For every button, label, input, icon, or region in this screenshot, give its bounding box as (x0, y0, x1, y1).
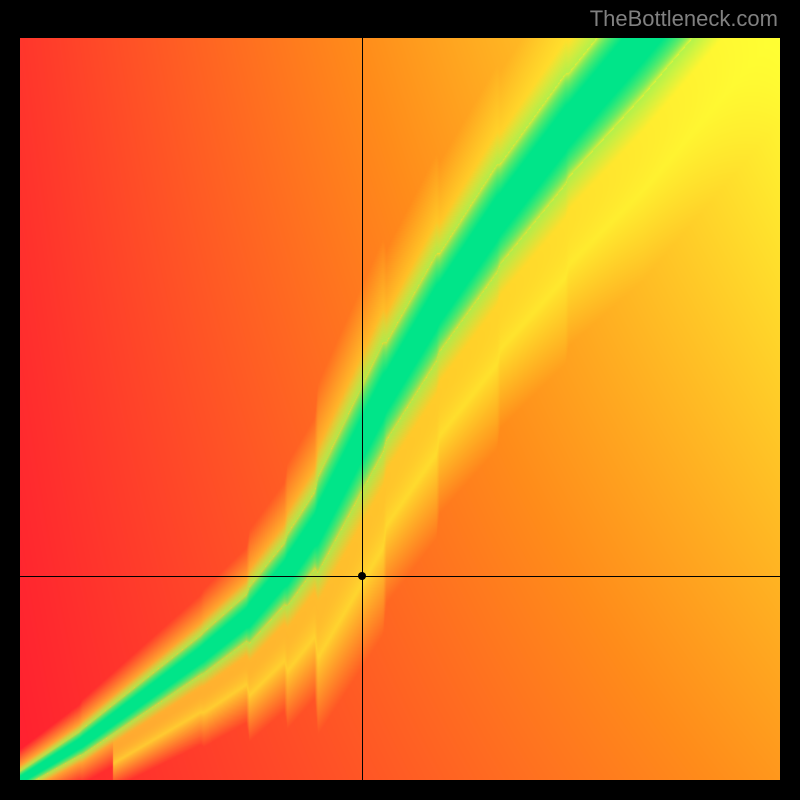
crosshair-horizontal (20, 576, 780, 577)
plot-area (20, 38, 780, 780)
heatmap-canvas (20, 38, 780, 780)
crosshair-marker (358, 572, 366, 580)
attribution-text: TheBottleneck.com (590, 6, 778, 32)
chart-container: TheBottleneck.com (0, 0, 800, 800)
crosshair-vertical (362, 38, 363, 780)
